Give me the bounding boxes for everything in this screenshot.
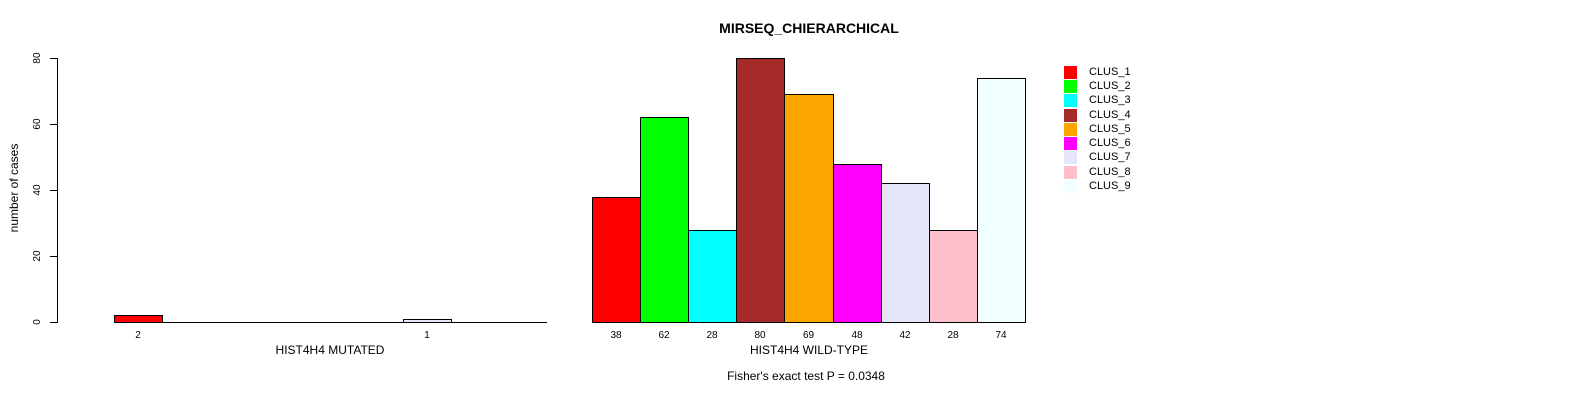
legend-item-clus_6: CLUS_6 (1064, 136, 1131, 151)
legend-swatch-clus_9 (1064, 180, 1077, 194)
legend-item-clus_8: CLUS_8 (1064, 165, 1131, 179)
legend-swatch-clus_4 (1064, 108, 1077, 122)
y-tick (50, 58, 57, 59)
legend-swatch-clus_2 (1064, 79, 1077, 93)
legend: CLUS_1 CLUS_2 CLUS_3 CLUS_4 CLUS_5 CLUS_6 CLUS… (1064, 65, 1131, 194)
legend-label: CLUS_5 (1089, 122, 1131, 135)
bar-value-label: 1 (424, 330, 430, 341)
legend-item-clus_9: CLUS_9 (1064, 179, 1131, 194)
legend-label: CLUS_2 (1089, 79, 1131, 92)
legend-swatch-clus_1 (1064, 65, 1077, 79)
bar-value-label: 42 (899, 330, 911, 341)
legend-item-clus_5: CLUS_5 (1064, 122, 1131, 136)
bar-value-label: 28 (947, 330, 959, 341)
legend-item-clus_4: CLUS_4 (1064, 108, 1131, 122)
y-axis-title: number of cases (7, 143, 21, 233)
bar-clus_2-wild-type (640, 117, 689, 323)
bar-clus_1-wild-type (592, 197, 641, 323)
bar-value-label: 62 (658, 330, 670, 341)
bar-clus_3-wild-type (688, 230, 737, 323)
chart-title: MIRSEQ_CHIERARCHICAL (719, 20, 899, 36)
legend-swatch-clus_8 (1064, 165, 1077, 179)
bar-clus_4-wild-type (736, 58, 785, 323)
legend-label: CLUS_1 (1089, 65, 1131, 78)
bar-value-label: 38 (610, 330, 622, 341)
bar-clus_8-wild-type (929, 230, 978, 323)
legend-swatch-clus_3 (1064, 94, 1077, 108)
legend-item-clus_1: CLUS_1 (1064, 65, 1131, 79)
y-tick-label: 60 (32, 118, 43, 130)
y-tick (50, 190, 57, 191)
x-axis-label-wild-type: HIST4H4 WILD-TYPE (749, 343, 869, 357)
x-axis-label-mutated: HIST4H4 MUTATED (275, 343, 385, 357)
legend-label: CLUS_3 (1089, 94, 1131, 107)
bar-clus_7-wild-type (881, 183, 930, 323)
y-tick-label: 0 (32, 319, 43, 325)
bar-clus_7-mutated (403, 319, 452, 323)
legend-label: CLUS_6 (1089, 137, 1131, 150)
bar-value-label: 80 (754, 330, 766, 341)
y-tick (50, 124, 57, 125)
legend-label: CLUS_7 (1089, 151, 1131, 164)
legend-item-clus_2: CLUS_2 (1064, 79, 1131, 93)
bar-value-label: 2 (135, 330, 141, 341)
legend-item-clus_7: CLUS_7 (1064, 151, 1131, 165)
legend-swatch-clus_6 (1064, 137, 1077, 151)
y-tick (50, 256, 57, 257)
fisher-test-annotation: Fisher's exact test P = 0.0348 (727, 369, 885, 383)
bar-value-label: 48 (851, 330, 863, 341)
legend-label: CLUS_8 (1089, 165, 1131, 178)
legend-swatch-clus_7 (1064, 151, 1077, 165)
bar-value-label: 28 (706, 330, 718, 341)
legend-swatch-clus_5 (1064, 122, 1077, 136)
legend-label: CLUS_9 (1089, 180, 1131, 193)
bar-clus_9-wild-type (977, 78, 1026, 323)
bar-clus_5-wild-type (784, 94, 834, 323)
bar-clus_1-mutated (114, 315, 163, 323)
y-tick-label: 20 (32, 250, 43, 262)
legend-label: CLUS_4 (1089, 108, 1131, 121)
bar-value-label: 69 (802, 330, 815, 341)
legend-item-clus_3: CLUS_3 (1064, 94, 1131, 108)
y-axis-line (57, 58, 58, 323)
y-tick-label: 80 (32, 52, 43, 64)
bar-value-label: 74 (995, 330, 1007, 341)
x-axis-line-mutated (114, 322, 547, 323)
y-tick (50, 322, 57, 323)
y-tick-label: 40 (32, 184, 43, 196)
bar-clus_6-wild-type (833, 164, 882, 323)
